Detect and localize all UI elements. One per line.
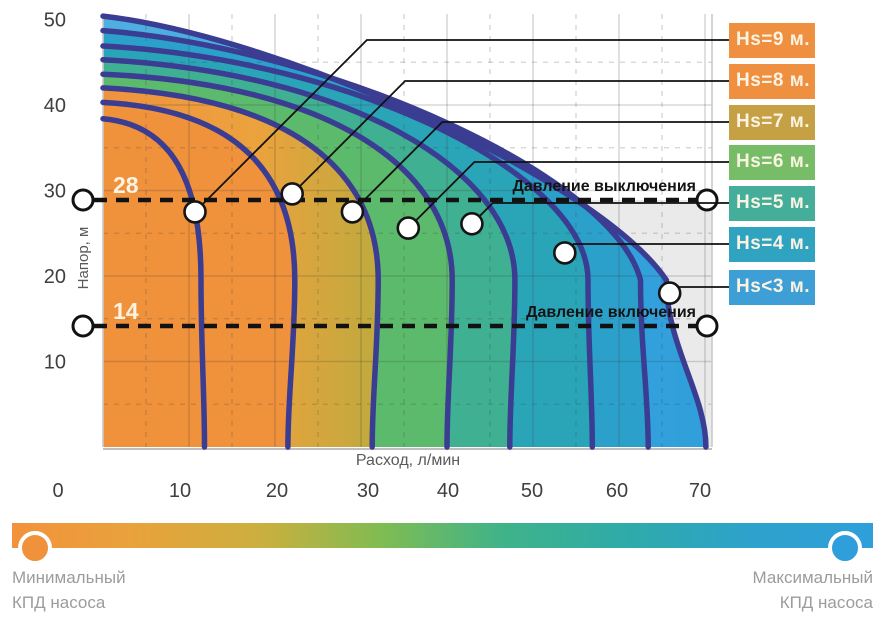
x-tick-10: 10 — [169, 480, 191, 502]
marker-hs7 — [340, 200, 365, 224]
callout-hs9 — [194, 39, 729, 213]
x-tick-70: 70 — [689, 480, 711, 502]
legend-item-hs9: Hs=9 м. — [729, 22, 815, 58]
max-efficiency-label: Максимальный КПД насоса — [753, 566, 873, 615]
curve-hs3 — [100, 13, 709, 450]
max-efficiency-line2: КПД насоса — [779, 592, 873, 612]
min-efficiency-line1: Минимальный — [12, 568, 126, 587]
x-tick-60: 60 — [606, 480, 628, 502]
legend-item-hs5: Hs=5 м. — [729, 185, 815, 221]
markers — [183, 182, 682, 305]
efficiency-gradient-bar — [12, 523, 873, 548]
cutin-label: Давление включения — [526, 304, 696, 321]
x-tick-30: 30 — [357, 480, 379, 502]
y-tick-20: 20 — [44, 266, 66, 288]
min-efficiency-line2: КПД насоса — [12, 592, 106, 612]
marker-hs5 — [460, 212, 484, 236]
curve-hs9 — [100, 115, 208, 450]
cutin-value: 14 — [113, 298, 139, 324]
curve-hs7 — [100, 85, 381, 450]
x-tick-40: 40 — [437, 480, 459, 502]
callout-hs7 — [351, 121, 729, 213]
min-efficiency-label: Минимальный КПД насоса — [12, 566, 126, 615]
legend-item-hs4: Hs=4 м. — [729, 226, 815, 262]
curve-hs5 — [100, 56, 518, 450]
legend-item-hs8: Hs=8 м. — [729, 63, 815, 99]
y-tick-30: 30 — [44, 181, 66, 203]
curve-hs4 — [100, 43, 596, 450]
chart-canvas: Давление выключения 28 Давление включения 1… — [44, 10, 729, 503]
cutin-left-endpoint — [71, 314, 95, 338]
x-axis-title: Расход, л/мин — [356, 452, 460, 469]
callout-hs6 — [407, 161, 729, 229]
legend-item-hs3: Hs<3 м. — [729, 269, 815, 305]
curve-hs6 — [100, 71, 455, 450]
cutoff-label: Давление выключения — [512, 178, 696, 195]
x-tick-50: 50 — [521, 480, 543, 502]
cutoff-left-endpoint — [71, 188, 95, 212]
y-axis-title: Напор, м — [75, 227, 92, 290]
max-efficiency-line1: Максимальный — [752, 568, 873, 587]
legend-item-hs6: Hs=6 м. — [729, 144, 815, 180]
marker-hs4 — [552, 241, 577, 265]
cutoff-value: 28 — [113, 172, 139, 198]
axis-labels: 50 40 30 20 10 0 10 20 30 40 50 60 70 Расход, л/мин На… — [44, 10, 711, 503]
callout-hs8 — [291, 80, 729, 195]
pump-curves — [100, 13, 709, 450]
legend-item-hs7: Hs=7 м. — [729, 104, 815, 140]
curve-hs8 — [100, 99, 298, 450]
marker-hs6 — [396, 216, 421, 240]
x-tick-0: 0 — [52, 480, 63, 502]
y-tick-10: 10 — [44, 352, 66, 374]
min-efficiency-dot — [18, 531, 52, 565]
marker-hs8 — [280, 182, 305, 206]
cutoff-right-endpoint — [695, 188, 719, 212]
cutin-right-endpoint — [695, 314, 719, 338]
pressure-lines: Давление выключения 28 Давление включения 1… — [71, 172, 719, 338]
y-tick-40: 40 — [44, 95, 66, 117]
x-tick-20: 20 — [266, 480, 288, 502]
marker-hs9 — [183, 200, 207, 224]
max-efficiency-dot — [828, 531, 862, 565]
y-tick-50: 50 — [44, 10, 66, 32]
marker-hs3 — [657, 281, 682, 305]
